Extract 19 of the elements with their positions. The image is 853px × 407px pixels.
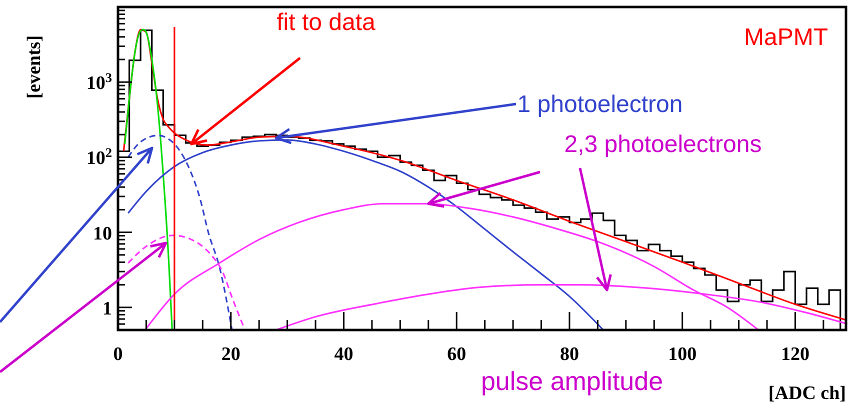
x-tick-label: 40 [334,344,354,365]
x-tick-label: 100 [668,344,697,365]
line-series [124,28,173,330]
text: pulse amplitude [480,366,664,396]
y-tick-label: 10 [93,223,112,244]
annotation: fit to data [276,9,376,36]
y-tick-label: 10$^{2}$ [86,144,112,170]
annotation: 2,3 photoelectrons [564,131,762,158]
annotation: 1 photoelectron [517,91,683,118]
x-axis-title: [ADC ch] [768,383,846,404]
x-tick-label: 20 [221,344,240,365]
y-tick-label: 1 [102,298,112,320]
x-tick-label: 60 [447,344,466,365]
y-axis-title: [events] [24,35,45,99]
x-tick-label: 120 [780,344,810,365]
x-tick-label: 0 [113,344,123,365]
y-tick-label: 10$^{3}$ [86,70,112,94]
x-tick-label: 80 [560,344,579,365]
annotation: MaPMT [744,24,828,51]
